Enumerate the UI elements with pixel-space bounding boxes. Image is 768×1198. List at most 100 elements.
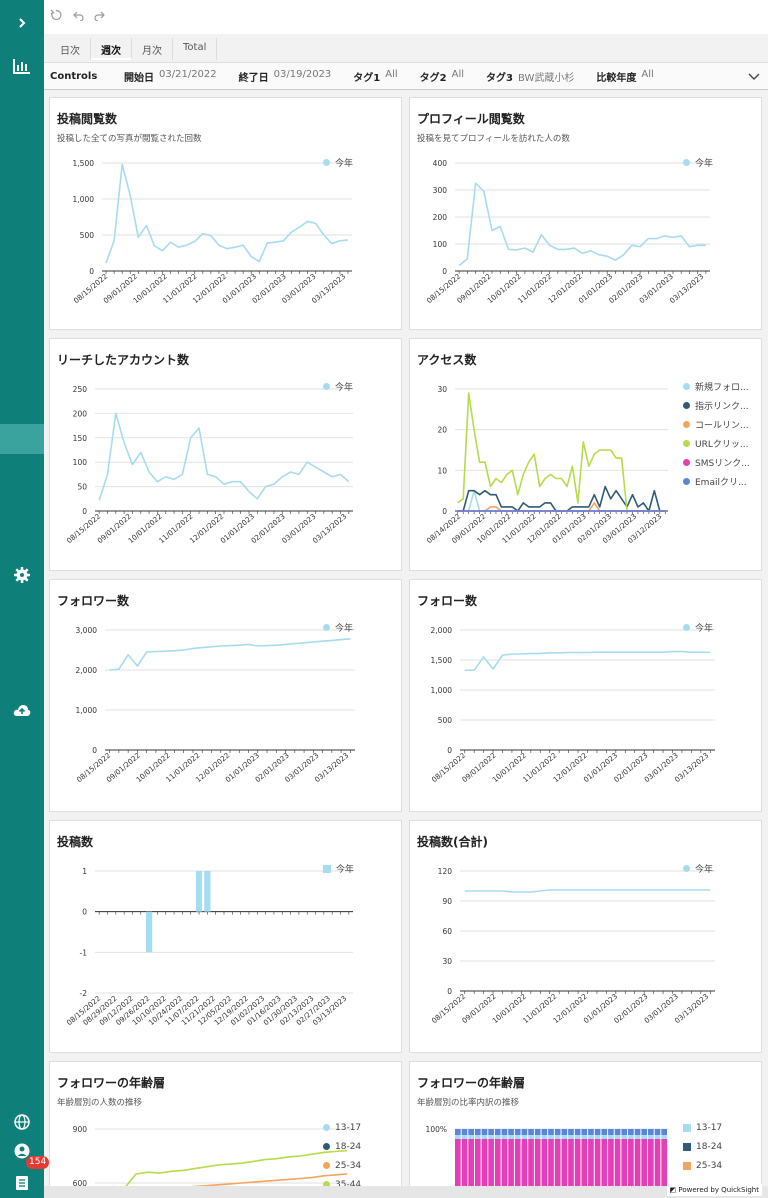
bar-segment <box>561 1139 568 1196</box>
legend-label: 今年 <box>336 865 355 875</box>
bar-segment <box>488 1129 494 1135</box>
book-icon[interactable] <box>0 1173 44 1193</box>
legend-item[interactable]: 今年 <box>683 153 713 172</box>
legend-item[interactable]: 35-44 <box>323 1175 361 1194</box>
y-tick-label: 0 <box>447 987 452 996</box>
chart-legend: 今年 <box>323 153 353 172</box>
legend-item[interactable]: 今年 <box>323 377 353 396</box>
legend-item[interactable]: 13-17 <box>323 1118 361 1137</box>
chevron-right-icon[interactable] <box>0 12 44 34</box>
bar-segment <box>568 1139 574 1196</box>
powered-by-text: Powered by QuickSight <box>678 1186 759 1194</box>
chart-card-reach[interactable]: 0 50 100 150 200 250 08/15/2022 09/01/2022 10/01… <box>49 338 402 571</box>
user-icon[interactable] <box>0 1141 44 1161</box>
reset-icon[interactable] <box>50 9 62 25</box>
card-title: プロフィール閲覧数 <box>417 112 525 126</box>
controls-title: Controls <box>50 70 98 82</box>
y-tick-label: 60 <box>442 927 452 936</box>
legend-item[interactable]: 新規フォロ... <box>683 377 750 396</box>
legend-item[interactable]: 今年 <box>323 618 353 637</box>
bar-segment <box>594 1139 601 1196</box>
chart-card-profile-views[interactable]: 0 100 200 300 400 08/15/2022 09/01/2022 10/01/2… <box>409 97 762 330</box>
control-tag3[interactable]: タグ3 BW武蔵小杉 <box>486 69 574 84</box>
chart-card-followers[interactable]: 0 1,000 2,000 3,000 08/15/2022 09/01/2022 10/0… <box>49 579 402 812</box>
analysis-icon[interactable] <box>0 55 44 77</box>
series-line <box>464 650 711 671</box>
y-tick-label: 250 <box>73 385 88 394</box>
legend-label: 今年 <box>695 865 714 875</box>
chevron-down-icon[interactable] <box>748 70 760 84</box>
card-title: フォロワー数 <box>57 594 130 608</box>
tab-weekly[interactable]: 週次 <box>91 38 132 60</box>
legend-swatch <box>323 1124 330 1131</box>
control-compare-year[interactable]: 比較年度 All <box>596 69 653 84</box>
controls-bar[interactable]: Controls 開始日 03/21/2022 終了日 03/19/2023 タグ1… <box>44 62 768 90</box>
control-label: タグ3 <box>486 72 513 84</box>
legend-item[interactable]: Emailクリ... <box>683 472 750 491</box>
quicksight-logo: ◩ Powered by QuickSight <box>666 1184 762 1196</box>
legend-item[interactable]: URLクリッ... <box>683 434 750 453</box>
bar-segment <box>608 1129 614 1135</box>
legend-label: 35-44 <box>335 1179 362 1190</box>
notification-badge: 154 <box>26 1156 50 1169</box>
card-title: 投稿数(合計) <box>417 835 488 849</box>
chart-card-posts-total[interactable]: 0 30 60 90 120 08/15/2022 09/01/2022 10/01/2022… <box>409 820 762 1053</box>
legend-label: コールリン... <box>695 421 749 431</box>
control-tag1[interactable]: タグ1 All <box>353 69 397 84</box>
undo-icon[interactable] <box>72 10 84 25</box>
legend-item[interactable]: 指示リンク... <box>683 396 750 415</box>
bar-segment <box>581 1129 588 1135</box>
chart-card-follower-age-ratio[interactable]: 50%100% フォロワーの年齢層 年齢層別の比率内訳の推移 13-17 18-2… <box>409 1061 762 1198</box>
y-tick-label: 600 <box>73 1179 88 1188</box>
legend-item[interactable]: 今年 <box>683 859 713 878</box>
bar <box>204 871 211 912</box>
bar-segment <box>634 1129 641 1135</box>
legend-item[interactable]: 今年 <box>323 153 353 172</box>
legend-item[interactable]: 13-17 <box>683 1118 722 1137</box>
bar-segment <box>594 1135 601 1139</box>
y-tick-label: 1,000 <box>431 686 453 695</box>
tab-total[interactable]: Total <box>173 38 218 60</box>
legend-item[interactable]: 18-24 <box>323 1137 361 1156</box>
chart-svg: 010203008/14/202209/01/202210/01/202211/… <box>425 385 668 545</box>
legend-swatch <box>683 459 690 466</box>
redo-icon[interactable] <box>94 10 106 25</box>
chart-card-posts[interactable]: -2 -1 0 1 08/15/2022 08/29/2022 09/12/2022 09/2… <box>49 820 402 1053</box>
control-value: BW武蔵小杉 <box>518 72 575 84</box>
chart-svg: 50%100% <box>426 1125 668 1197</box>
bar-segment <box>528 1139 534 1196</box>
legend-item[interactable]: 今年 <box>683 618 713 637</box>
legend-swatch <box>683 383 690 390</box>
y-tick-label: 30 <box>437 385 447 394</box>
tab-monthly[interactable]: 月次 <box>132 38 173 60</box>
control-tag2[interactable]: タグ2 All <box>420 69 464 84</box>
legend-swatch <box>683 440 690 447</box>
series-line <box>105 1149 348 1197</box>
legend-item[interactable]: 25-34 <box>323 1156 361 1175</box>
control-end-date[interactable]: 終了日 03/19/2023 <box>239 69 332 84</box>
card-subtitle: 年齢層別の人数の推移 <box>57 1098 143 1108</box>
legend-item[interactable]: 18-24 <box>683 1137 722 1156</box>
legend-item[interactable]: SMSリンク... <box>683 453 750 472</box>
globe-icon[interactable] <box>0 1112 44 1132</box>
legend-item[interactable]: コールリン... <box>683 415 750 434</box>
chart-card-access[interactable]: 0 10 20 30 08/14/2022 09/01/2022 10/01/2022 11/… <box>409 338 762 571</box>
y-tick-label: 0 <box>82 507 87 516</box>
legend-item[interactable]: 25-34 <box>683 1156 722 1175</box>
control-start-date[interactable]: 開始日 03/21/2022 <box>124 69 217 84</box>
bar-segment <box>574 1135 581 1139</box>
bar-segment <box>661 1135 668 1139</box>
chart-svg: 05010015020025008/15/202209/01/202210/01… <box>65 385 353 545</box>
x-tick-label: 03/13/2023 <box>673 751 711 785</box>
bar-segment <box>528 1129 534 1135</box>
gear-icon[interactable] <box>0 565 44 585</box>
tab-daily[interactable]: 日次 <box>50 38 91 60</box>
chart-card-following[interactable]: 0 500 1,000 1,500 2,000 08/15/2022 09/01/2022 1… <box>409 579 762 812</box>
legend-item[interactable]: 今年 <box>323 859 354 878</box>
y-tick-label: 0 <box>447 746 452 755</box>
bar-segment <box>641 1135 648 1139</box>
chart-card-post-views[interactable]: 0 500 1,000 1,500 08/15/2022 09/01/2022 10/01/… <box>49 97 402 330</box>
chart-card-follower-age[interactable]: 600 900 フォロワーの年齢層 年齢層別の人数の推移 13-17 18-24 25… <box>49 1061 402 1198</box>
legend-swatch <box>683 624 690 631</box>
upload-icon[interactable] <box>0 700 44 720</box>
